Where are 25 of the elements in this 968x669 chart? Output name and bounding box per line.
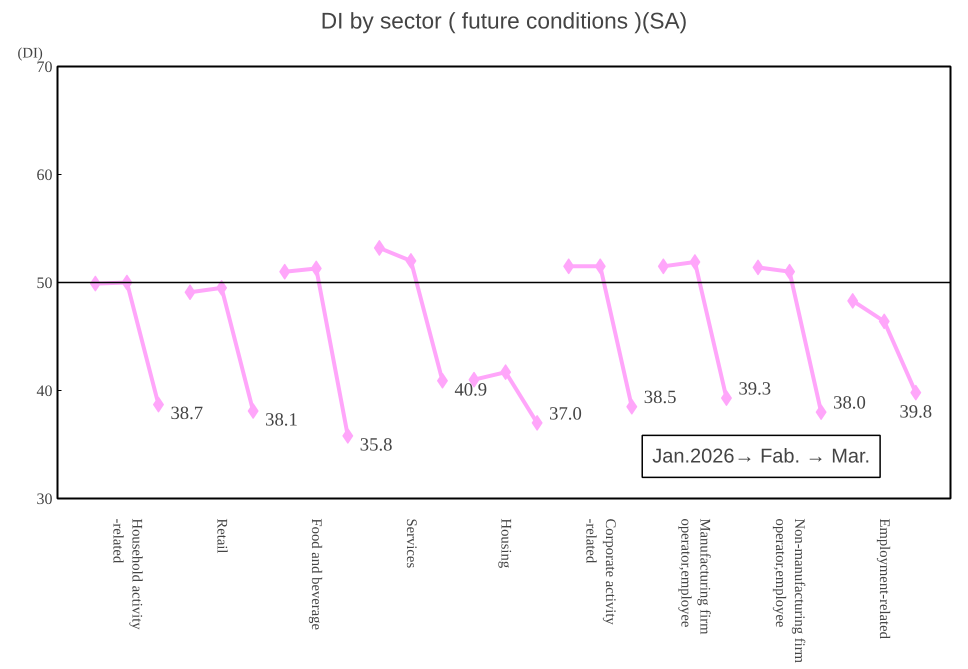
- data-label: 39.3: [738, 378, 772, 400]
- annotation: Jan.2026→ Fab. → Mar.: [652, 445, 870, 468]
- chart-title: DI by sector ( future conditions )(SA): [320, 8, 688, 34]
- x-tick-label: Services: [402, 518, 419, 568]
- x-tick-label: Retail: [214, 518, 230, 554]
- data-label: 35.8: [360, 434, 392, 456]
- data-label: 38.7: [170, 403, 204, 424]
- data-label: 40.9: [454, 379, 488, 400]
- x-tick-label: Employment-related: [876, 518, 892, 640]
- y-tick-label: 30: [36, 491, 52, 508]
- x-tick-label: Food and beverage: [308, 518, 324, 630]
- x-tick-label: Corporate activity -related: [582, 518, 618, 626]
- y-tick-label: 50: [36, 275, 52, 292]
- data-label: 38.0: [833, 392, 866, 414]
- data-label: 38.1: [265, 410, 298, 431]
- x-tick-label: Household activity -related: [109, 518, 145, 630]
- data-label: 39.8: [899, 402, 932, 423]
- x-tick-label: Manufacturing firm operator,employee: [677, 518, 713, 636]
- x-tick-label: Housing: [498, 518, 514, 569]
- y-axis-title: (DI): [18, 46, 43, 62]
- y-tick-label: 40: [36, 383, 52, 400]
- y-tick-label: 60: [36, 167, 52, 184]
- data-label: 38.5: [644, 387, 676, 408]
- y-tick-label: 70: [36, 59, 52, 76]
- data-label: 37.0: [549, 403, 582, 424]
